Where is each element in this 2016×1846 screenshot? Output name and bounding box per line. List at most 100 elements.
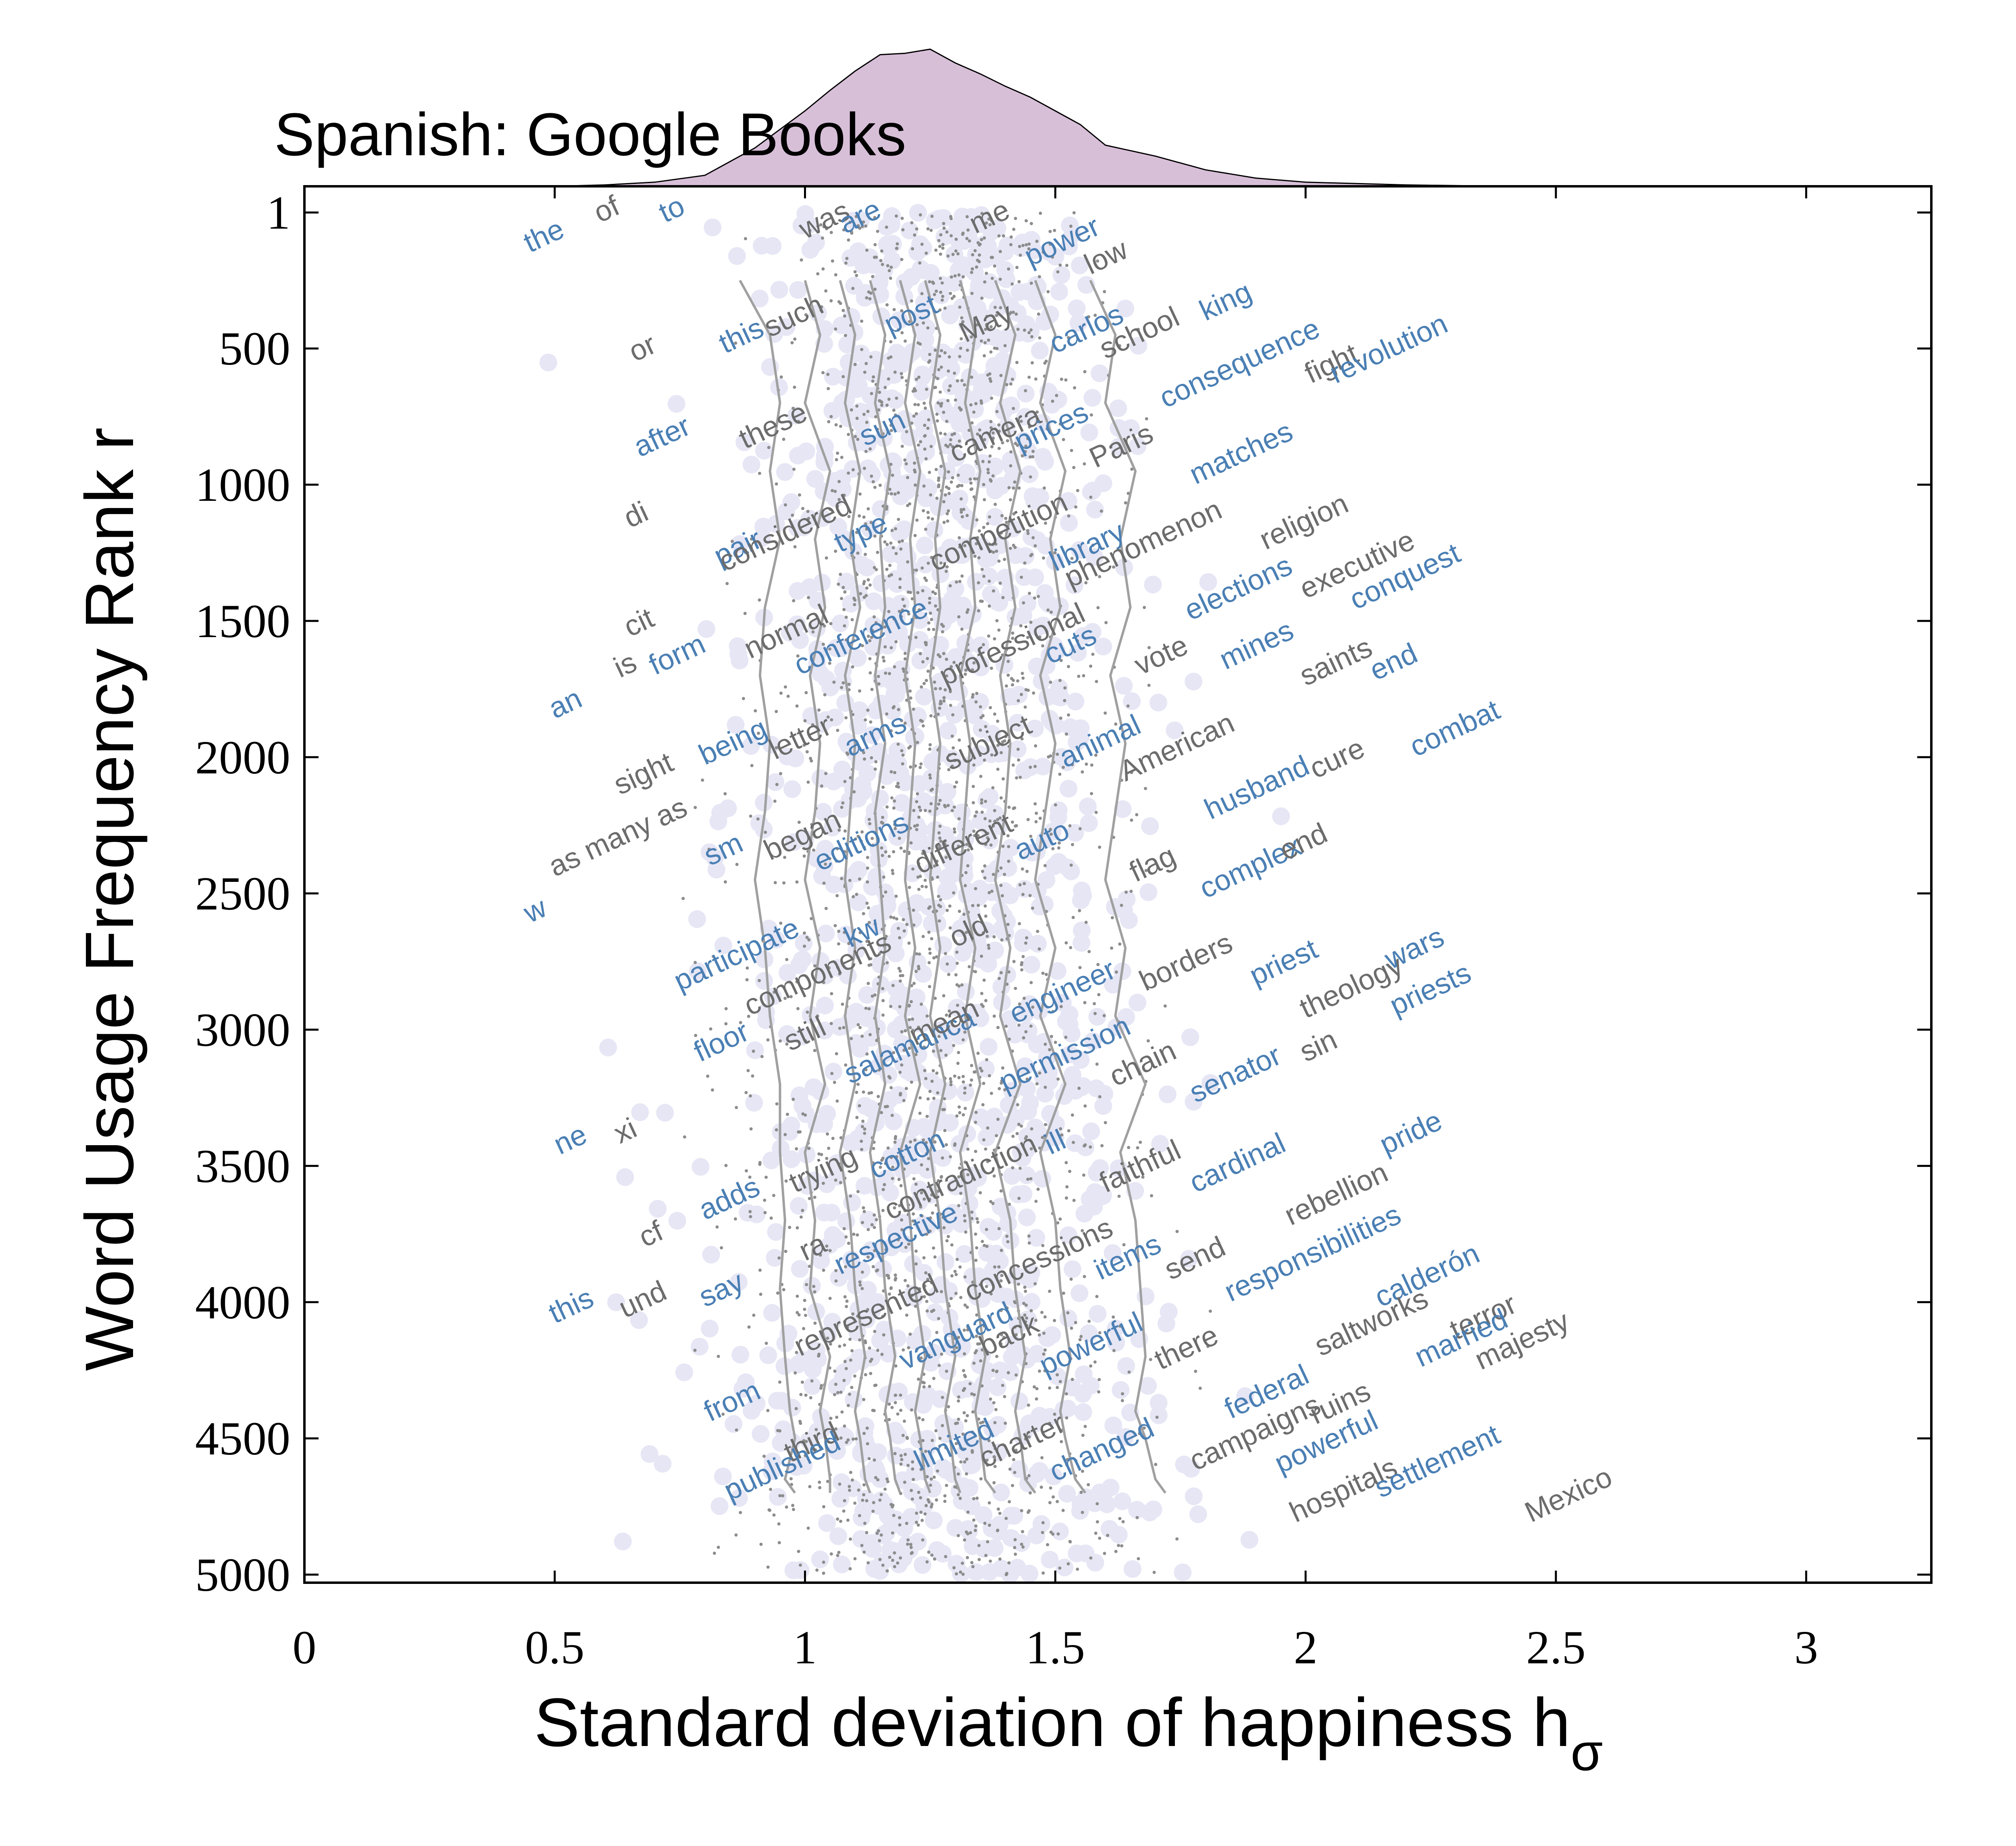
word-dot xyxy=(818,1480,821,1484)
word-dot xyxy=(813,1290,816,1294)
word-dot xyxy=(1135,1516,1139,1519)
word-dot xyxy=(1011,377,1014,381)
word-dot xyxy=(992,1401,996,1404)
word-dot xyxy=(970,271,973,274)
word-dot xyxy=(926,1278,929,1281)
word-dot xyxy=(1006,439,1009,443)
word-halo xyxy=(988,219,1006,238)
word-dot xyxy=(759,1542,763,1546)
word-halo xyxy=(1112,1381,1130,1399)
word-halo xyxy=(774,1420,792,1438)
word-dot xyxy=(929,229,933,232)
word-dot xyxy=(915,519,919,522)
word-halo xyxy=(923,753,941,771)
word-dot xyxy=(896,1561,900,1565)
word-dot xyxy=(824,772,828,775)
word-dot xyxy=(900,309,904,313)
word-dot xyxy=(1041,1521,1045,1525)
word-halo xyxy=(849,242,867,260)
word-dot xyxy=(939,898,942,902)
word-halo xyxy=(1180,1250,1198,1268)
word-dot xyxy=(980,992,983,995)
word-dot xyxy=(784,1179,788,1183)
word-dot xyxy=(997,423,1001,427)
word-dot xyxy=(862,751,865,754)
word-dot xyxy=(793,1371,797,1375)
word-dot xyxy=(974,970,977,973)
word-dot xyxy=(907,1346,910,1350)
word-dot xyxy=(982,575,986,578)
word-halo xyxy=(910,1003,929,1021)
word-dot xyxy=(940,281,944,285)
word-dot xyxy=(980,212,984,215)
word-dot xyxy=(1014,313,1018,316)
word-dot xyxy=(922,484,926,488)
word-halo xyxy=(1189,1505,1207,1523)
word-dot xyxy=(892,408,896,412)
word-dot xyxy=(878,1498,882,1502)
word-halo xyxy=(1068,299,1086,317)
word-halo xyxy=(844,542,862,560)
word-dot xyxy=(939,1049,943,1052)
word-dot xyxy=(939,687,942,690)
word-dot xyxy=(939,465,943,468)
word-dot xyxy=(989,379,993,383)
word-dot xyxy=(948,904,952,908)
word-dot xyxy=(899,1408,903,1412)
word-halo xyxy=(925,1511,943,1529)
word-dot xyxy=(793,385,796,389)
word-dot xyxy=(954,238,958,241)
word-dot xyxy=(803,1308,806,1311)
word-dot xyxy=(966,608,970,612)
word-dot xyxy=(939,252,942,256)
word-dot xyxy=(917,888,921,891)
word-dot xyxy=(928,601,931,604)
word-dot xyxy=(968,1382,972,1386)
word-dot xyxy=(775,482,778,486)
word-dot xyxy=(909,1546,913,1549)
word-dot xyxy=(957,1105,961,1109)
word-dot xyxy=(868,1360,872,1363)
word-dot xyxy=(971,904,975,907)
word-dot xyxy=(977,609,980,613)
word-dot xyxy=(975,518,979,522)
word-dot xyxy=(963,383,966,387)
word-halo xyxy=(960,1522,978,1540)
word-halo xyxy=(875,1321,893,1339)
word-dot xyxy=(906,1538,910,1542)
word-dot xyxy=(998,581,1002,585)
word-dot xyxy=(828,1296,832,1300)
word-dot xyxy=(904,1087,908,1090)
word-halo xyxy=(841,792,858,809)
word-dot xyxy=(779,692,783,695)
word-dot xyxy=(937,483,941,487)
word-dot xyxy=(935,419,939,423)
word-halo xyxy=(1063,1066,1081,1084)
y-tick-label: 3000 xyxy=(195,1004,290,1056)
word-dot xyxy=(1130,467,1134,471)
word-halo xyxy=(916,331,935,349)
word-dot xyxy=(1042,1352,1045,1356)
word-dot xyxy=(864,224,868,228)
word-halo xyxy=(1185,1093,1203,1111)
word-dot xyxy=(891,473,894,477)
word-dot xyxy=(1033,544,1037,548)
word-dot xyxy=(915,828,918,831)
word-dot xyxy=(881,1209,885,1212)
word-halo xyxy=(958,912,977,930)
word-dot xyxy=(837,1162,841,1166)
word-dot xyxy=(820,1384,823,1388)
word-dot xyxy=(847,471,850,475)
word-dot xyxy=(887,574,891,578)
word-halo xyxy=(1080,423,1098,442)
word-halo xyxy=(1052,748,1070,766)
word-dot xyxy=(910,1497,914,1501)
word-dot xyxy=(928,280,931,283)
word-dot xyxy=(1098,1095,1102,1098)
word-dot xyxy=(1089,413,1093,417)
word-halo xyxy=(948,218,966,236)
word-dot xyxy=(894,527,898,531)
word-dot xyxy=(889,429,893,432)
word-dot xyxy=(1006,923,1010,926)
word-dot xyxy=(960,379,964,382)
